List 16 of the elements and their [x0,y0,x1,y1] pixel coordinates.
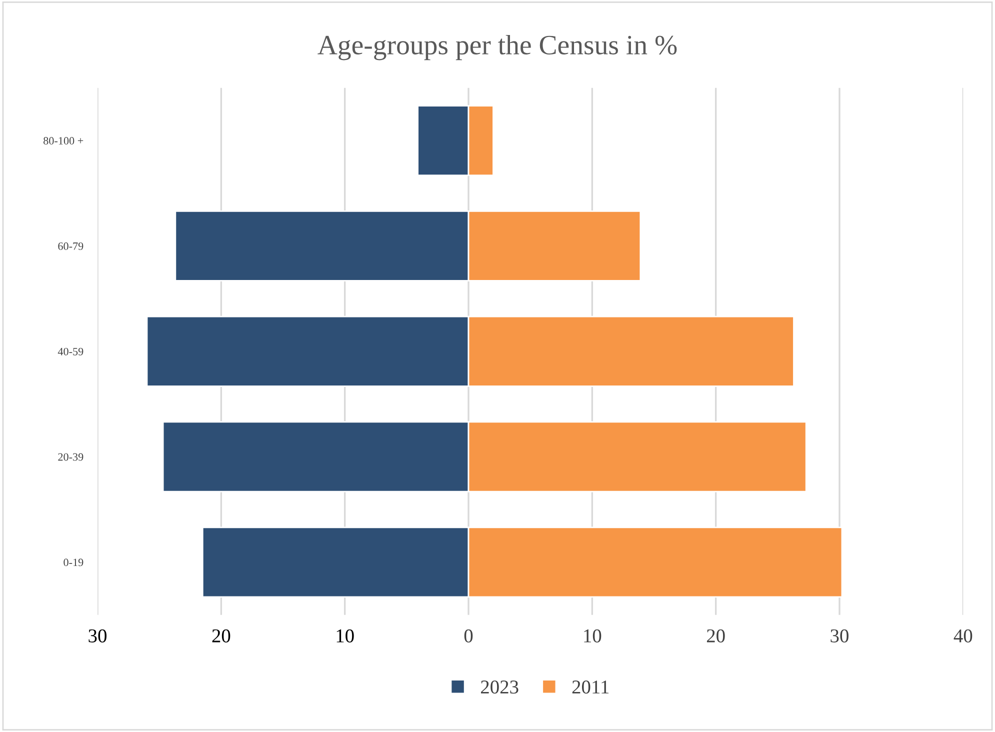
x-tick-label: 20 [706,629,725,642]
y-tick-label: 80-100 + [44,137,84,145]
legend-label: 2023 [481,680,518,694]
y-tick-label: 40-59 [58,348,84,356]
x-tick-label: 40 [954,629,972,642]
y-tick-label: 20-39 [58,453,84,461]
x-tick-label: 10 [336,629,354,642]
x-tick-label: 20 [212,629,230,642]
x-tick-label: 0 [464,629,473,642]
legend-label: 2011 [572,680,609,694]
y-tick-label: 60-79 [58,242,84,250]
y-tick-label: 0-19 [64,558,84,566]
x-tick-label: 30 [830,629,848,642]
chart-title: Age-groups per the Census in % [318,34,677,60]
x-tick-label: 30 [88,629,106,642]
x-tick-label: 10 [584,629,602,642]
